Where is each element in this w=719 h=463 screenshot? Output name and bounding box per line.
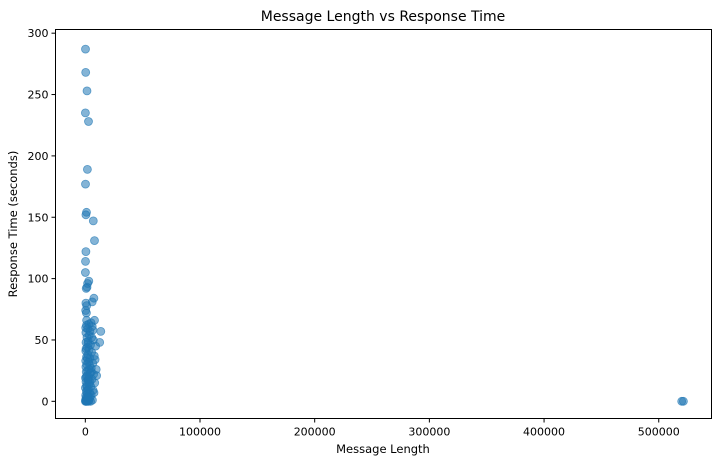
data-point xyxy=(87,333,97,342)
data-point xyxy=(83,385,92,395)
x-axis: 0 100000 200000 300000 400000 500000 xyxy=(82,418,680,439)
x-tick-label: 100000 xyxy=(179,426,221,439)
x-axis-label: Message Length xyxy=(336,442,430,456)
data-point xyxy=(81,210,91,220)
data-point xyxy=(83,164,92,174)
data-point xyxy=(82,308,91,318)
x-tick-label: 200000 xyxy=(294,426,336,439)
data-point xyxy=(90,236,99,246)
y-tick-label: 200 xyxy=(28,150,49,163)
data-point xyxy=(81,283,91,293)
x-tick-label: 400000 xyxy=(523,426,565,439)
x-tick-label: 0 xyxy=(82,426,89,439)
points-layer xyxy=(81,44,688,406)
data-point xyxy=(87,367,96,377)
chart-title: Message Length vs Response Time xyxy=(261,9,506,25)
y-tick-label: 50 xyxy=(35,334,49,347)
x-tick-label: 300000 xyxy=(408,426,450,439)
data-point xyxy=(84,117,93,126)
y-tick-label: 100 xyxy=(28,273,49,286)
data-point xyxy=(82,315,91,325)
data-point xyxy=(96,326,106,336)
data-point xyxy=(81,256,90,266)
data-point xyxy=(82,86,92,96)
y-axis-label: Response Time (seconds) xyxy=(6,151,20,298)
data-point xyxy=(81,108,90,118)
y-axis: 0 50 100 150 200 250 300 xyxy=(28,27,56,408)
data-point xyxy=(81,247,91,257)
x-tick-label: 500000 xyxy=(638,426,680,439)
data-point xyxy=(81,268,90,277)
data-point xyxy=(82,353,92,363)
y-tick-label: 0 xyxy=(42,395,49,408)
data-point xyxy=(81,179,90,189)
data-point xyxy=(85,377,95,387)
data-point xyxy=(83,393,93,403)
data-point xyxy=(88,325,98,335)
data-point xyxy=(679,396,688,406)
data-point xyxy=(81,68,91,77)
y-tick-label: 150 xyxy=(28,211,49,224)
y-tick-label: 300 xyxy=(28,27,49,40)
y-tick-label: 250 xyxy=(28,89,49,102)
data-point xyxy=(88,216,98,226)
data-point xyxy=(81,323,91,333)
plot-frame xyxy=(55,29,712,419)
data-point xyxy=(81,44,90,54)
